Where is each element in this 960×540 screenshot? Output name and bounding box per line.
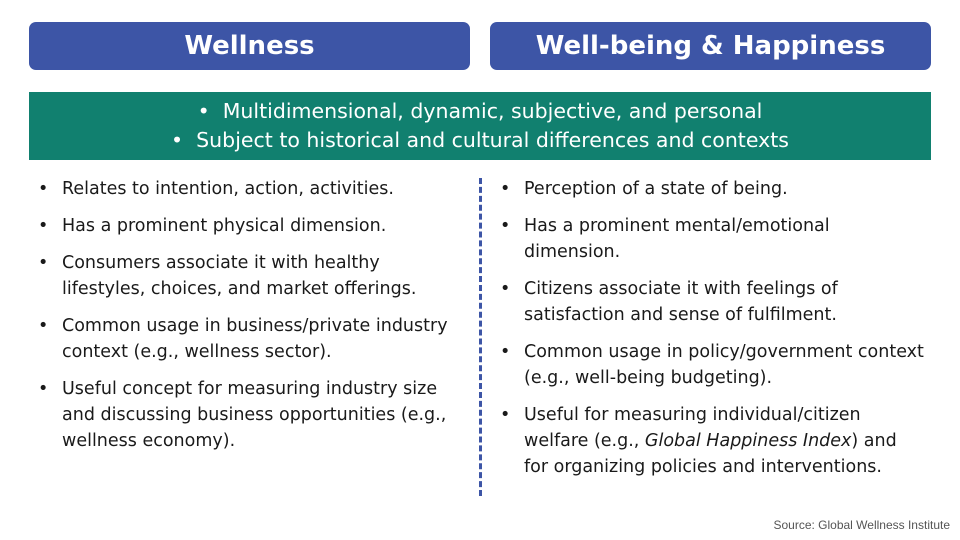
list-item-text: Relates to intention, action, activities… [62,179,394,199]
list-item-text: Has a prominent physical dimension. [62,216,387,236]
banner-line: • Subject to historical and cultural dif… [171,126,789,155]
bullet-icon: • [38,253,49,273]
list-item-text-start: Useful for measuring individual/citizen … [524,405,861,451]
wellbeing-happiness-title: Well-being & Happiness [535,31,886,61]
bullet-icon: • [38,379,49,399]
banner-text: Subject to historical and cultural diffe… [196,128,789,152]
source-credit: Source: Global Wellness Institute [773,518,950,532]
list-item: • Citizens associate it with feelings of … [496,276,926,328]
bullet-icon: • [500,405,511,425]
column-divider [479,178,482,496]
bullet-icon: • [500,342,511,362]
wellness-header: Wellness [29,22,470,70]
wellness-title: Wellness [184,31,315,61]
list-item: • Useful for measuring individual/citizen… [496,402,926,480]
banner-text: Multidimensional, dynamic, subjective, a… [222,99,763,123]
list-item: • Perception of a state of being. [496,176,926,202]
list-item-text: Perception of a state of being. [524,179,788,199]
list-item-text: Consumers associate it with healthy life… [62,253,417,299]
wellbeing-list: • Perception of a state of being. • Has a … [496,176,926,491]
bullet-icon: • [171,128,184,152]
list-item-text: Useful concept for measuring industry si… [62,379,447,451]
bullet-icon: • [500,216,511,236]
bullet-icon: • [38,316,49,336]
list-item-text: Useful for measuring individual/citizen … [524,405,897,477]
list-item-text: Common usage in policy/government contex… [524,342,924,388]
list-item-text: Has a prominent mental/emotional dimensi… [524,216,830,262]
list-item-text: Citizens associate it with feelings of s… [524,279,838,325]
bullet-icon: • [500,279,511,299]
list-item-text: Common usage in business/private industr… [62,316,448,362]
list-item: • Common usage in policy/government conte… [496,339,926,391]
wellness-list: • Relates to intention, action, activitie… [34,176,464,465]
bullet-icon: • [38,179,49,199]
bullet-icon: • [197,99,210,123]
list-item: • Common usage in business/private indust… [34,313,464,365]
wellbeing-happiness-header: Well-being & Happiness [490,22,931,70]
shared-traits-banner: • Multidimensional, dynamic, subjective,… [29,92,931,160]
list-item: • Has a prominent physical dimension. [34,213,464,239]
index-name: Global Happiness Index [644,431,852,451]
list-item: • Relates to intention, action, activitie… [34,176,464,202]
list-item: • Consumers associate it with healthy lif… [34,250,464,302]
list-item-text-end: ) and for organizing policies and interv… [524,431,897,477]
bullet-icon: • [38,216,49,236]
list-item: • Useful concept for measuring industry s… [34,376,464,454]
bullet-icon: • [500,179,511,199]
banner-line: • Multidimensional, dynamic, subjective,… [198,97,763,126]
list-item: • Has a prominent mental/emotional dimens… [496,213,926,265]
